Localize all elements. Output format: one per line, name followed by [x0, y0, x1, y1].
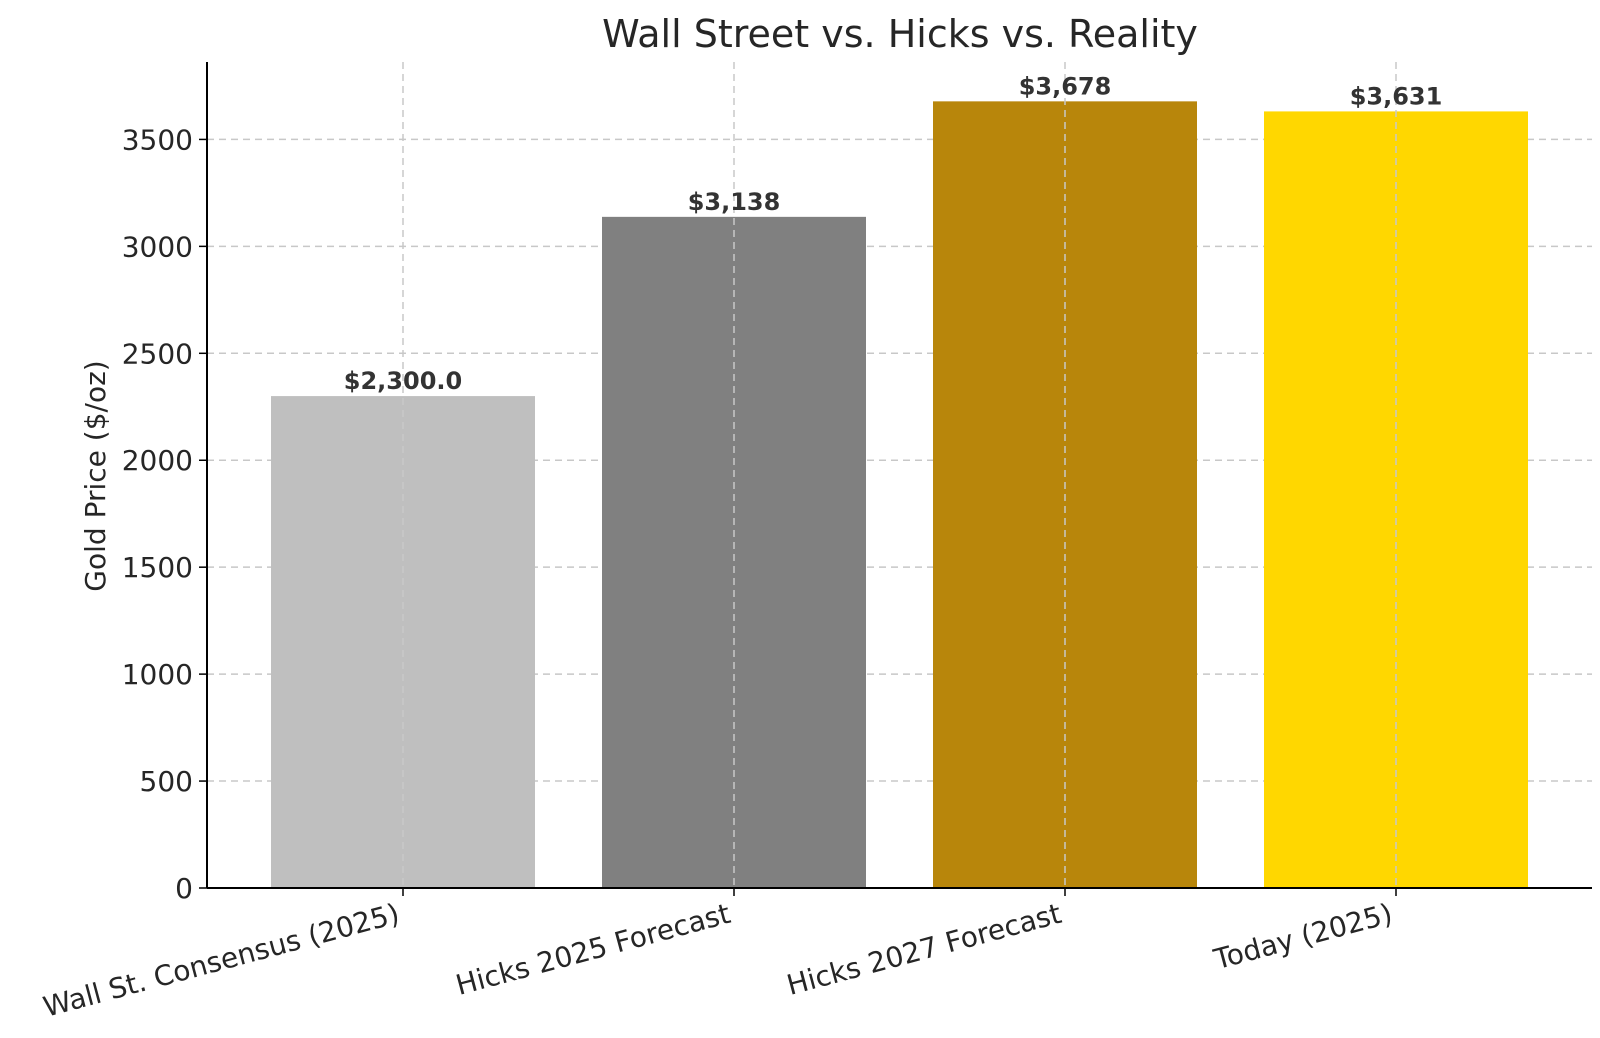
- data-label-1: $3,138: [688, 188, 781, 216]
- vertical-grid-lines: [402, 62, 1397, 888]
- y-tick-label-2: 1000: [122, 658, 193, 691]
- data-label-2: $3,678: [1019, 72, 1112, 100]
- y-tick-label-6: 3000: [122, 230, 193, 263]
- y-tick-label-4: 2000: [122, 444, 193, 477]
- y-tick-label-7: 3500: [122, 123, 193, 156]
- x-tick-label-1: Hicks 2025 Forecast: [452, 897, 734, 1002]
- x-tick-label-3: Today (2025): [1210, 897, 1396, 976]
- axes: [206, 62, 1592, 889]
- bars: [271, 101, 1528, 889]
- x-tick-label-2: Hicks 2027 Forecast: [783, 897, 1065, 1002]
- data-label-3: $3,631: [1350, 82, 1443, 110]
- y-tick-label-3: 1500: [122, 551, 193, 584]
- y-tick-label-0: 0: [175, 872, 193, 905]
- y-axis-ticks: 0 500 1000 1500 2000 2500 3000 3500: [122, 123, 207, 905]
- data-labels: $2,300.0 $3,138 $3,678 $3,631: [344, 72, 1443, 395]
- x-axis-ticks: Wall St. Consensus (2025) Hicks 2025 Fore…: [40, 888, 1397, 1024]
- y-tick-label-1: 500: [140, 765, 193, 798]
- chart-title: Wall Street vs. Hicks vs. Reality: [602, 12, 1198, 56]
- y-axis-label: Gold Price ($/oz): [79, 360, 112, 591]
- data-label-0: $2,300.0: [344, 367, 462, 395]
- y-tick-label-5: 2500: [122, 337, 193, 370]
- x-tick-label-0: Wall St. Consensus (2025): [40, 897, 403, 1024]
